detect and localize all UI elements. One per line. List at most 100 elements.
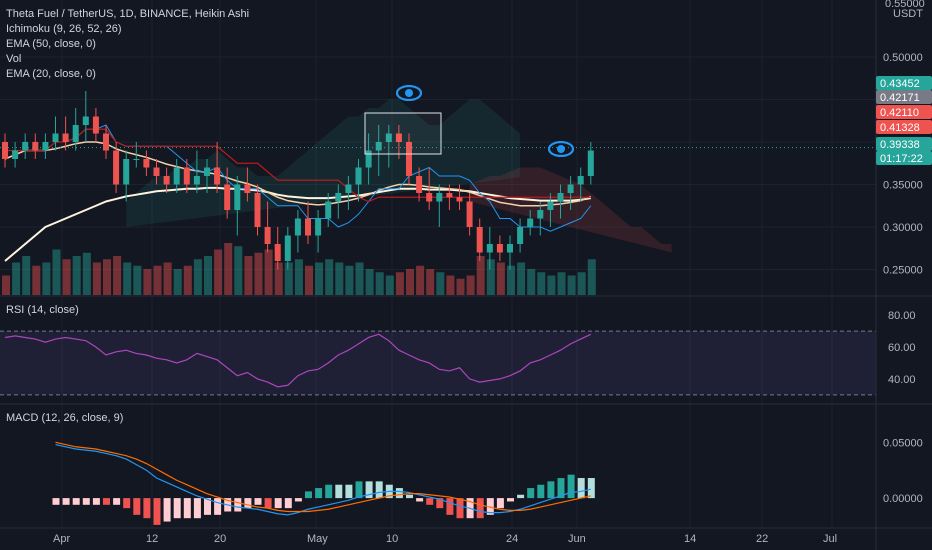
volume-bar <box>133 265 142 295</box>
candle-body <box>133 159 140 160</box>
candle-body <box>103 133 109 151</box>
legend-ema50[interactable]: EMA (50, close, 0) <box>6 38 96 50</box>
macd-histogram-bar <box>284 498 292 509</box>
volume-bar <box>72 256 81 295</box>
legend-ichimoku[interactable]: Ichimoku (9, 26, 52, 26) <box>6 23 122 35</box>
volume-bar <box>204 256 212 295</box>
macd-histogram-bar <box>517 494 525 499</box>
volume-bar <box>42 262 51 295</box>
time-tick-label: 12 <box>146 533 158 545</box>
chart-title[interactable]: Theta Fuel / TetherUS, 1D, BINANCE, Heik… <box>6 8 250 20</box>
macd-histogram-bar <box>173 498 181 519</box>
volume-bar <box>264 249 273 295</box>
volume-bar <box>476 256 485 295</box>
macd-histogram-bar <box>587 478 595 499</box>
macd-histogram-bar <box>92 498 100 505</box>
macd-tick-label: 0.00000 <box>883 493 923 505</box>
macd-histogram-bar <box>244 498 252 509</box>
macd-histogram-bar <box>103 498 110 505</box>
eye-icon[interactable] <box>395 84 423 102</box>
volume-bar <box>426 269 435 295</box>
candle-body <box>577 176 584 185</box>
price-tick-label: 0.30000 <box>883 222 923 234</box>
time-tick-label: 20 <box>214 533 226 545</box>
candle-body <box>517 227 524 244</box>
candle-body <box>527 218 534 227</box>
candle-body <box>284 235 291 261</box>
overlay <box>0 112 876 155</box>
legend-vol[interactable]: Vol <box>6 53 22 65</box>
candle-body <box>193 176 200 185</box>
macd-histogram-bar <box>345 484 353 499</box>
time-tick-label: 24 <box>506 533 518 545</box>
candle-body <box>345 184 352 193</box>
volume-bar <box>577 272 586 295</box>
volume-bar <box>537 272 546 295</box>
cloud-bullish <box>126 99 521 227</box>
volume-bar <box>436 272 445 295</box>
volume-bar <box>547 275 556 295</box>
candle-body <box>183 167 190 185</box>
volume-bar <box>365 269 374 295</box>
candle-body <box>426 193 433 202</box>
volume-bar <box>163 262 172 295</box>
candle-body <box>92 116 99 134</box>
candle-body <box>355 167 362 185</box>
volume-bar <box>294 259 303 295</box>
macd-histogram-bar <box>153 498 161 525</box>
candle-body <box>395 133 402 142</box>
volume-bar <box>375 272 384 295</box>
volume-bar <box>456 278 465 295</box>
volume-bar <box>395 272 404 295</box>
rsi-title[interactable]: RSI (14, close) <box>6 304 79 316</box>
volume-bar <box>567 275 576 295</box>
volume-bar <box>325 259 334 295</box>
volume-bar <box>587 259 596 295</box>
candle-body <box>305 218 311 236</box>
candle-body <box>436 193 443 202</box>
candle-body <box>416 176 423 193</box>
rsi-tick-label: 40.00 <box>888 374 916 386</box>
macd-histogram-bar <box>193 498 201 519</box>
indicator-lines <box>4 124 592 262</box>
macd-histogram-bar <box>52 498 60 505</box>
legend-ema20[interactable]: EMA (20, close, 0) <box>6 68 96 80</box>
price-badge <box>876 120 932 134</box>
macd-histogram-bar <box>274 498 282 509</box>
candle-body <box>52 133 59 142</box>
macd-histogram-bar <box>567 474 575 499</box>
candle-body <box>204 167 210 176</box>
candle-body <box>587 150 594 176</box>
volume-bar <box>507 265 515 295</box>
macd-histogram-bar <box>254 498 262 505</box>
eye-icon[interactable] <box>547 140 575 158</box>
candle-body <box>325 201 332 219</box>
volume-bar <box>406 269 414 295</box>
macd-histogram-bar <box>335 484 343 499</box>
time-tick-label: 14 <box>684 533 696 545</box>
macd-histogram-bar <box>436 498 444 509</box>
candle-body <box>234 184 241 210</box>
candle-body <box>143 159 150 168</box>
kijun-line <box>5 128 591 203</box>
volume-bar <box>335 262 344 295</box>
macd-histogram-bar <box>416 498 424 502</box>
price-tick-label: 0.25000 <box>883 265 923 277</box>
volume-bar <box>113 256 122 295</box>
price-badge-label: 0.42110 <box>880 107 919 119</box>
signal-line <box>55 441 591 513</box>
candle-body <box>72 125 79 142</box>
macd-title[interactable]: MACD (12, 26, close, 9) <box>6 412 124 424</box>
macd-histogram-bar <box>456 498 464 519</box>
volume-bar <box>315 262 324 295</box>
volume-bar <box>32 265 41 295</box>
volume-bar <box>12 262 21 295</box>
candle-body <box>244 184 251 193</box>
macd-histogram-bar <box>183 498 191 519</box>
ema20-line <box>4 141 592 207</box>
volume-bar <box>305 265 313 295</box>
macd-histogram-bar <box>557 478 565 499</box>
price-badge <box>876 90 932 104</box>
price-badge <box>876 76 932 90</box>
